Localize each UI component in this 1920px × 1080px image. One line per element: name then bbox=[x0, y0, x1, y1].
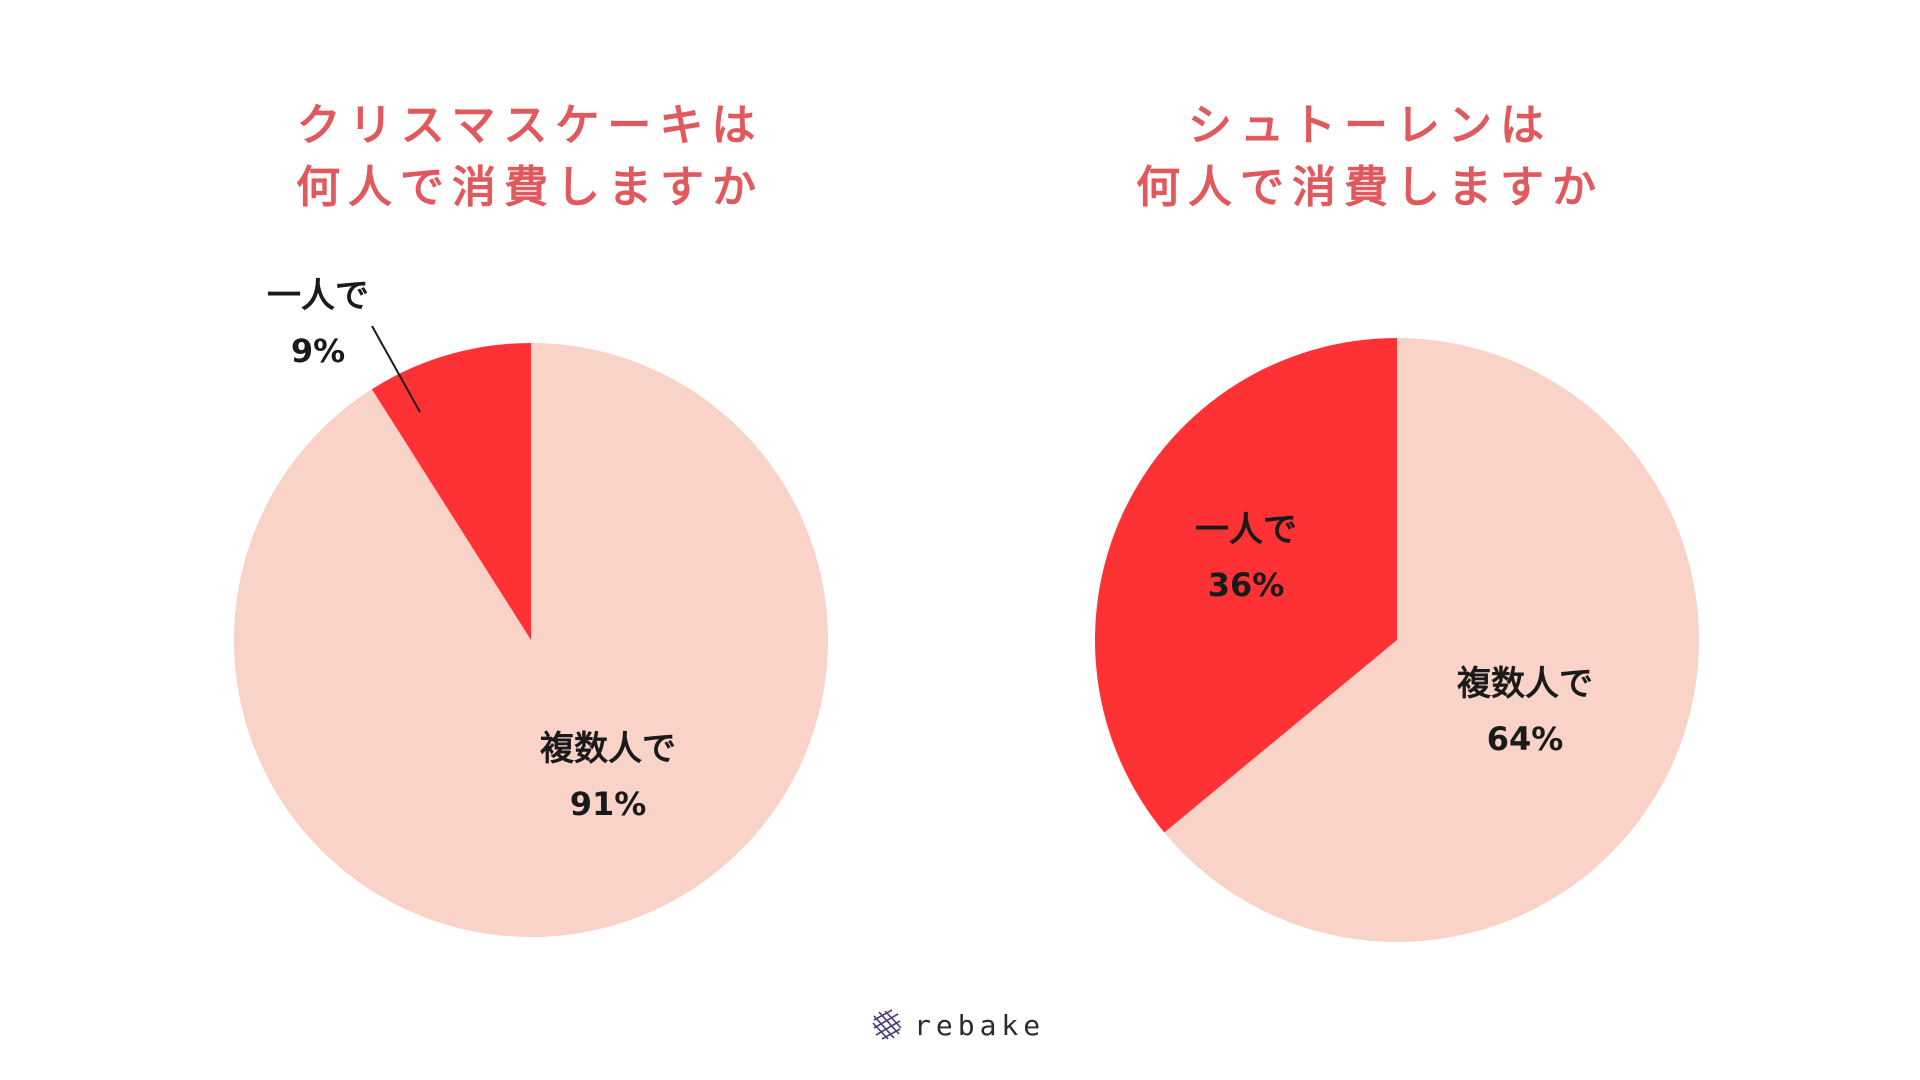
chart-title-line-1: クリスマスケーキは bbox=[296, 100, 764, 151]
pie-slice-multiple-people bbox=[234, 343, 829, 938]
slice-label: 複数人で bbox=[1457, 664, 1593, 704]
slice-value-label: 9% bbox=[291, 332, 345, 370]
pie-chart-stollen: 一人で 36% 複数人で 64% bbox=[1095, 338, 1699, 942]
pie-slice-one-person bbox=[371, 343, 531, 640]
brand-name: rebake bbox=[914, 1008, 1046, 1042]
chart-title-line-2: 何人で消費しますか bbox=[296, 162, 764, 213]
pie-slice-one-person bbox=[1095, 338, 1397, 833]
leader-line bbox=[371, 325, 421, 413]
chart-title-christmas-cake: クリスマスケーキは 何人で消費しますか bbox=[180, 95, 880, 219]
slice-label: 複数人で bbox=[540, 729, 676, 769]
brand-logo: rebake bbox=[870, 1005, 1045, 1045]
chart-title-line-2: 何人で消費しますか bbox=[1136, 162, 1604, 213]
slice-value-label: 36% bbox=[1208, 566, 1285, 604]
slice-label: 一人で bbox=[1195, 510, 1297, 550]
pie-slice-multiple-people bbox=[1164, 338, 1699, 942]
chart-title-line-1: シュトーレンは bbox=[1188, 100, 1552, 151]
chart-title-stollen: シュトーレンは 何人で消費しますか bbox=[1020, 95, 1720, 219]
slice-value-label: 64% bbox=[1487, 720, 1564, 758]
slice-value-label: 91% bbox=[570, 785, 647, 823]
pie-chart-christmas-cake: 一人で 9% 複数人で 91% bbox=[234, 276, 829, 938]
slice-label: 一人で bbox=[267, 276, 369, 316]
grid-logo-icon bbox=[872, 1009, 902, 1040]
